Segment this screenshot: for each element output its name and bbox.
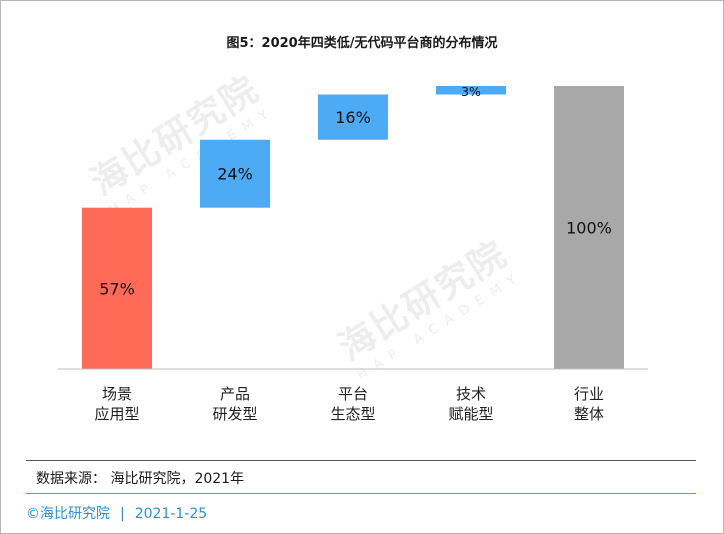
bar-label-4: 100% bbox=[566, 219, 612, 238]
bar-label-1: 24% bbox=[217, 165, 253, 184]
chart-title: 图5：2020年四类低/无代码平台商的分布情况 bbox=[226, 36, 498, 51]
footer-date: 2021-1-25 bbox=[134, 506, 208, 522]
category-label-4-1: 整体 bbox=[574, 405, 604, 423]
footer-divider bbox=[26, 493, 696, 494]
footer: ©海比研究院 | 2021-1-25 bbox=[26, 503, 207, 523]
bar-1 bbox=[200, 139, 270, 208]
data-source: 数据来源： 海比研究院，2021年 bbox=[36, 471, 245, 487]
bar-label-0: 57% bbox=[99, 279, 135, 298]
category-label-0-0: 场景 bbox=[102, 385, 132, 403]
bar-4 bbox=[554, 86, 624, 369]
bar-2 bbox=[318, 94, 388, 140]
category-label-2-1: 生态型 bbox=[330, 405, 375, 423]
category-label-4-0: 行业 bbox=[574, 385, 604, 403]
category-label-1-0: 产品 bbox=[220, 385, 250, 403]
source-divider bbox=[26, 460, 696, 461]
category-label-3-1: 赋能型 bbox=[448, 405, 493, 423]
bar-label-2: 16% bbox=[335, 108, 371, 127]
bar-0 bbox=[82, 207, 152, 369]
footer-separator: | bbox=[120, 506, 125, 522]
category-label-0-1: 应用型 bbox=[94, 405, 139, 423]
bar-label-3: 3% bbox=[461, 84, 481, 99]
category-label-3-0: 技术 bbox=[456, 385, 486, 403]
category-label-2-0: 平台 bbox=[338, 385, 368, 403]
bar-3 bbox=[436, 86, 506, 95]
category-label-1-1: 研发型 bbox=[212, 405, 257, 423]
footer-brand: ©海比研究院 bbox=[26, 506, 110, 522]
